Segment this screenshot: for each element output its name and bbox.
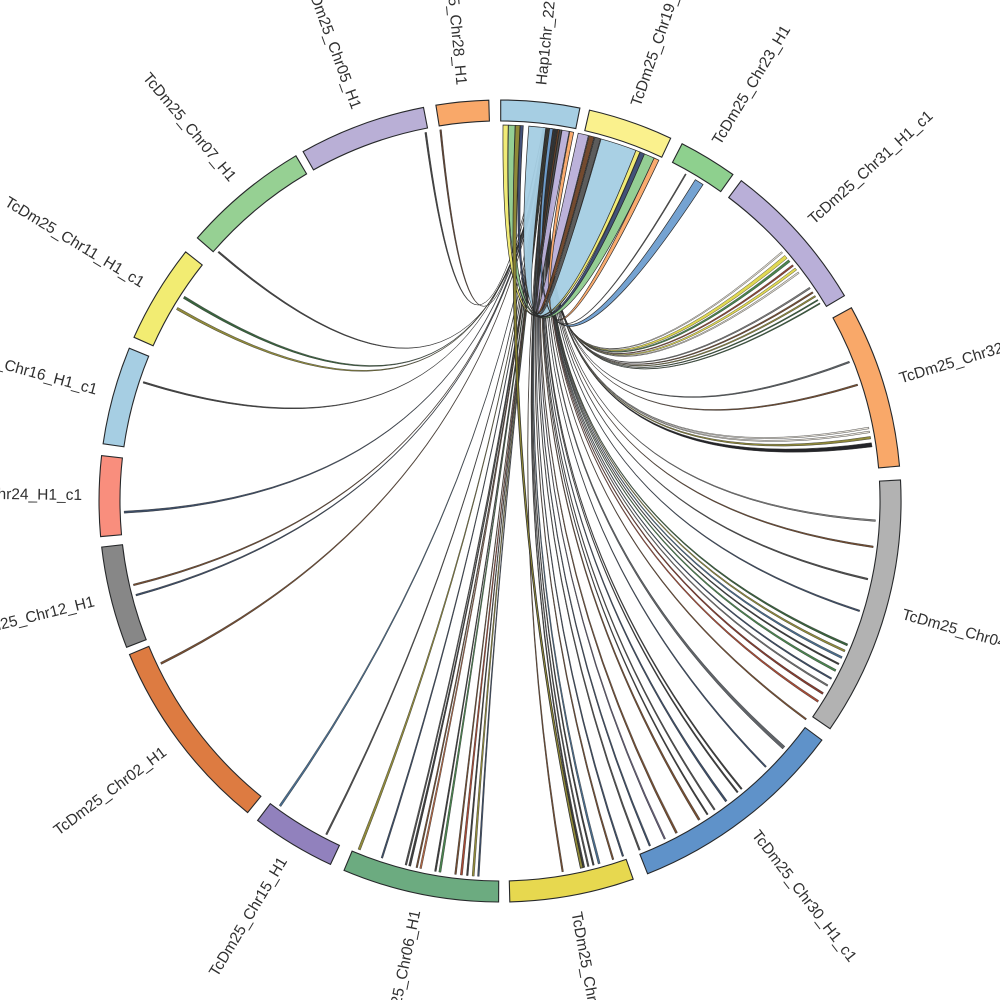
svg-text:TcDm25_Chr24_H1_c1: TcDm25_Chr24_H1_c1 <box>0 485 82 504</box>
